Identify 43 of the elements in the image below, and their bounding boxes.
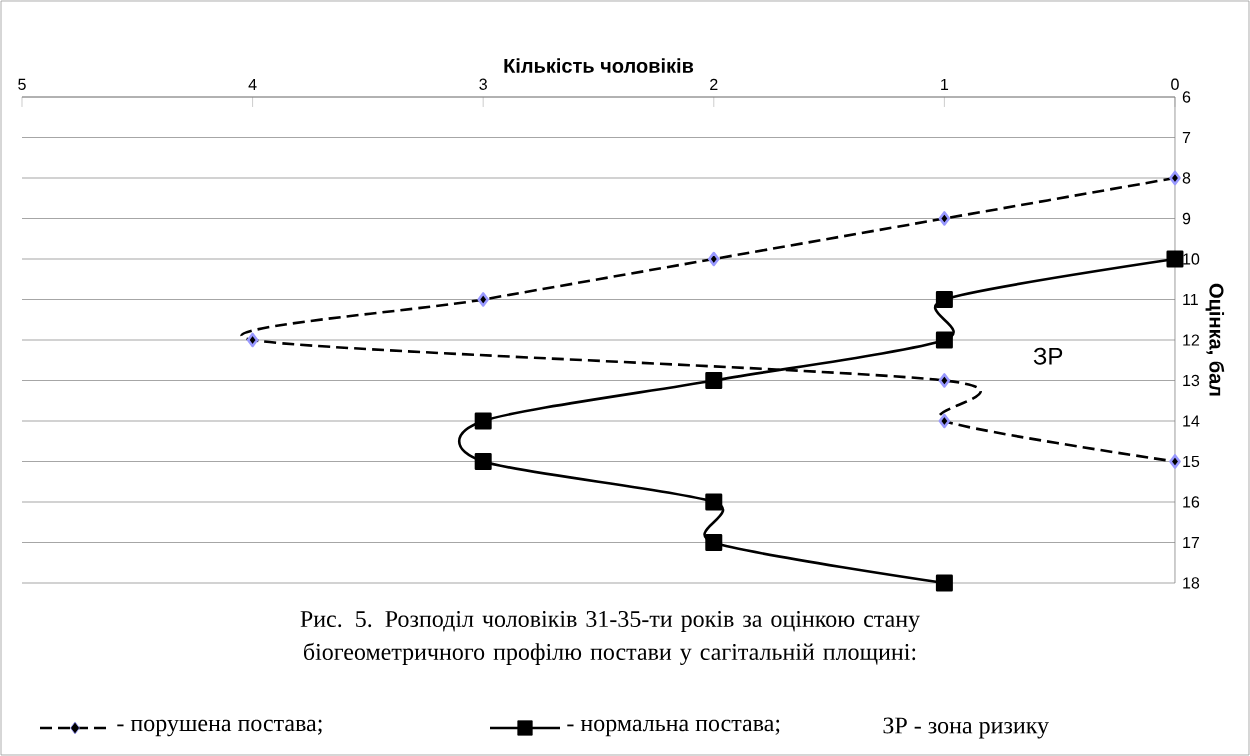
text: ЗР - зона ризику bbox=[883, 717, 1049, 739]
point bbox=[474, 412, 492, 430]
point bbox=[477, 292, 489, 307]
y-tick-label: 11 bbox=[1183, 293, 1198, 305]
point bbox=[1169, 170, 1181, 186]
point bbox=[705, 533, 723, 551]
point bbox=[707, 251, 720, 267]
point bbox=[935, 574, 953, 592]
point bbox=[1169, 454, 1181, 469]
point bbox=[1166, 250, 1184, 268]
x-tick-label: 2 bbox=[710, 78, 718, 90]
y-tick-label: 9 bbox=[1182, 212, 1191, 225]
y-tick-label: 8 bbox=[1182, 172, 1191, 184]
x-tick-label: 3 bbox=[479, 78, 487, 90]
y-tick-label: 10 bbox=[1183, 253, 1200, 265]
annotation: ЗР bbox=[1033, 347, 1063, 365]
point bbox=[938, 211, 951, 226]
y-tick-label: 7 bbox=[1182, 131, 1191, 143]
x-tick-label: 0 bbox=[1171, 78, 1179, 90]
point bbox=[938, 373, 951, 388]
y-tick-label: 16 bbox=[1183, 496, 1200, 508]
y-tick-label: 6 bbox=[1182, 91, 1191, 103]
y-axis-title: Оцінка, бал bbox=[1205, 283, 1225, 396]
x-axis-title: Кількість чоловіків bbox=[504, 58, 694, 73]
point bbox=[935, 331, 953, 349]
point bbox=[246, 332, 259, 348]
x-tick-label: 4 bbox=[248, 78, 257, 90]
point bbox=[705, 372, 723, 389]
point bbox=[935, 291, 953, 308]
point bbox=[705, 493, 723, 511]
y-tick-label: 17 bbox=[1183, 536, 1200, 548]
y-tick-label: 18 bbox=[1183, 577, 1200, 589]
legend-label: - нормальна постава; bbox=[567, 719, 780, 737]
y-tick-label: 15 bbox=[1183, 455, 1200, 468]
point bbox=[474, 452, 492, 470]
y-tick-label: 13 bbox=[1183, 374, 1200, 387]
y-tick-label: 14 bbox=[1183, 415, 1200, 427]
x-tick-label: 1 bbox=[941, 78, 949, 90]
text: Рис. 5. Розподіл чоловіків 31-35-ти років за оцінкою стану біогеометричного профілю постави у сагітальній площині: bbox=[300, 610, 921, 666]
point bbox=[938, 413, 951, 429]
legend-label: - порушена постава; bbox=[117, 719, 322, 737]
y-tick-label: 12 bbox=[1183, 334, 1200, 346]
x-tick-label: 5 bbox=[18, 78, 26, 90]
